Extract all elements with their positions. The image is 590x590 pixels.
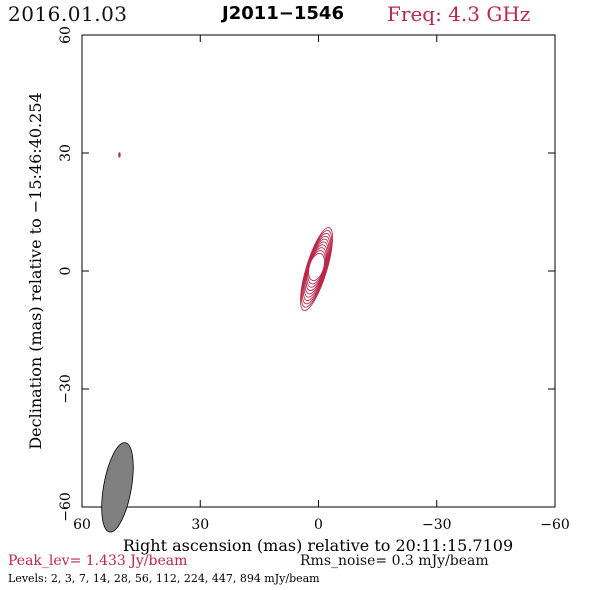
contour-level-2 <box>300 227 333 311</box>
beam-ellipse <box>101 442 134 533</box>
plot-frame <box>81 34 556 508</box>
x-tick-label: −30 <box>422 517 452 533</box>
y-tick-label: 0 <box>58 267 74 276</box>
contour-level-894 <box>308 252 325 282</box>
x-tick-label: 30 <box>191 517 209 533</box>
y-axis-label: Declination (mas) relative to −15:46:40.… <box>26 92 45 449</box>
rms-noise: Rms_noise= 0.3 mJy/beam <box>300 553 489 569</box>
source-name: J2011−1546 <box>222 3 344 24</box>
observation-date: 2016.01.03 <box>8 2 128 26</box>
y-tick-label: −60 <box>58 492 74 522</box>
beam-shape <box>101 442 134 533</box>
core-contours <box>300 227 333 311</box>
x-tick-label: 0 <box>314 517 323 533</box>
tick-labels: 60 30 0 −30 −60 −60 −30 0 30 60 <box>58 26 570 533</box>
y-tick-label: 30 <box>58 144 74 162</box>
contour-levels: Levels: 2, 3, 7, 14, 28, 56, 112, 224, 4… <box>8 572 320 585</box>
x-tick-label: −60 <box>540 517 570 533</box>
y-tick-label: −30 <box>58 374 74 404</box>
extra-component-contour <box>118 152 121 158</box>
x-axis-label: Right ascension (mas) relative to 20:11:… <box>123 536 513 555</box>
extra-component <box>118 152 121 158</box>
frequency-label: Freq: 4.3 GHz <box>387 2 531 26</box>
peak-level: Peak_lev= 1.433 Jy/beam <box>8 553 188 569</box>
y-tick-label: 60 <box>58 26 74 44</box>
x-tick-label: 60 <box>73 517 91 533</box>
contour-level-28 <box>303 238 330 298</box>
axis-ticks <box>81 34 556 508</box>
